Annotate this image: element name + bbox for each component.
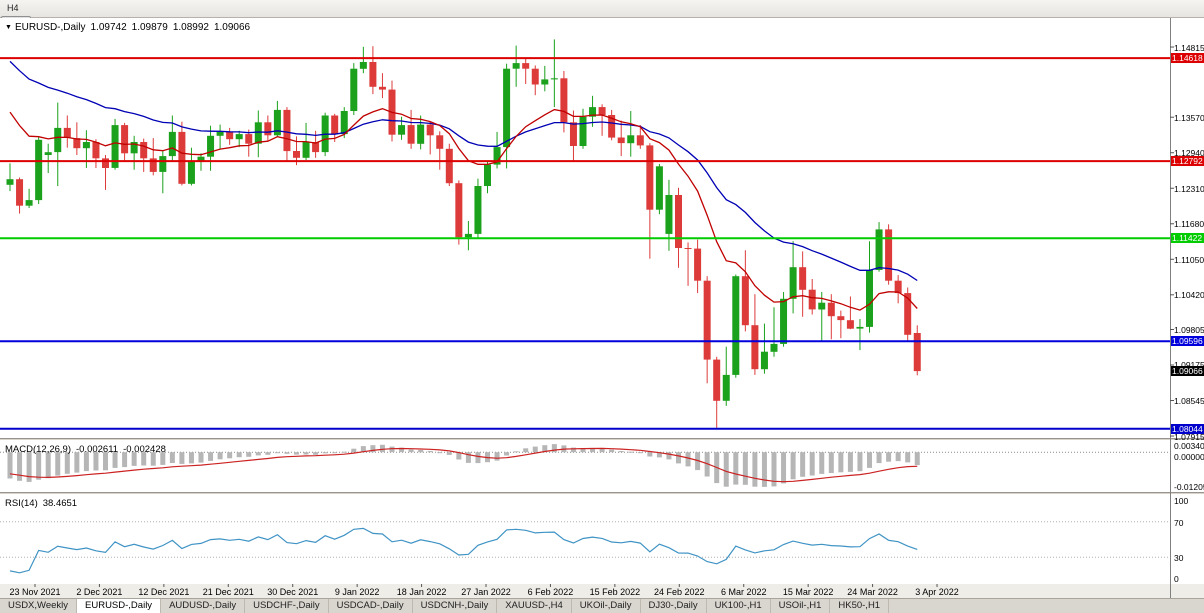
chart-tab-usdchf-daily[interactable]: USDCHF-,Daily [245,599,329,613]
chart-tab-usdx-weekly[interactable]: USDX,Weekly [0,599,78,613]
timeframe-toolbar: 5M30H1H4D1W1MN [0,0,1204,58]
chart-tab-usoil-h1[interactable]: USOil-,H1 [771,599,831,613]
chart-tab-ukoil-daily[interactable]: UKOil-,Daily [572,599,641,613]
chart-tab-usdcad-daily[interactable]: USDCAD-,Daily [329,599,413,613]
chart-tab-uk100-h1[interactable]: UK100-,H1 [707,599,771,613]
chart-tab-dj30-daily[interactable]: DJ30-,Daily [641,599,707,613]
time-axis[interactable] [0,584,1170,598]
chart-tab-hk50-h1[interactable]: HK50-,H1 [830,599,890,613]
chart-tab-eurusd-daily[interactable]: EURUSD-,Daily [77,599,162,613]
chart-tab-audusd-daily[interactable]: AUDUSD-,Daily [161,599,246,613]
chart-tab-usdcnh-daily[interactable]: USDCNH-,Daily [413,599,498,613]
timeframe-button-h4[interactable]: H4 [7,3,19,13]
price-axis[interactable] [1170,18,1204,584]
chart-tabs-bar: USDX,Weekly EURUSD-,Daily AUDUSD-,Daily USD… [0,598,1204,613]
chart-window: ▼ EURUSD-,Daily 1.09742 1.09879 1.08992 1.090… [0,18,1204,598]
chart-tab-xauusd-h4[interactable]: XAUUSD-,H4 [497,599,572,613]
chart-canvas[interactable] [0,18,1204,598]
